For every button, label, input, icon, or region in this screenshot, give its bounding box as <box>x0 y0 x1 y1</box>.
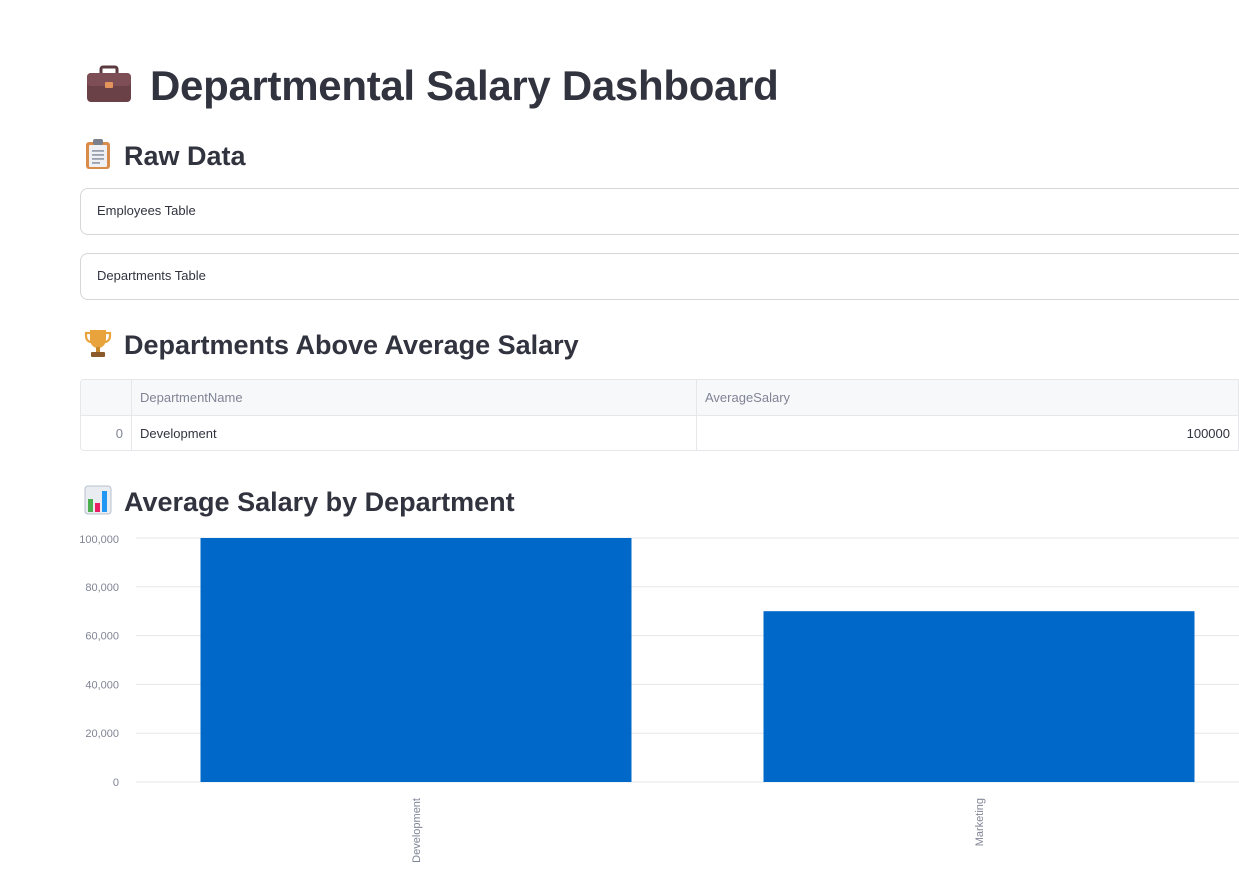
y-tick-label: 20,000 <box>85 728 119 740</box>
expander-label: Departments Table <box>97 268 206 283</box>
table-header-row: DepartmentName AverageSalary <box>81 380 1239 416</box>
column-header-averagesalary[interactable]: AverageSalary <box>697 380 1239 415</box>
bar-marketing <box>763 611 1195 782</box>
raw-data-heading: Raw Data <box>124 140 246 171</box>
briefcase-icon <box>86 64 132 109</box>
employees-table-expander[interactable]: Employees Table <box>80 188 1239 235</box>
chart-heading-row: Average Salary by Department <box>84 484 515 520</box>
above-average-heading: Departments Above Average Salary <box>124 329 579 360</box>
y-tick-label: 0 <box>113 777 119 789</box>
page-title: Departmental Salary Dashboard <box>150 62 779 109</box>
average-salary-cell[interactable]: 100000 <box>697 416 1239 450</box>
above-average-heading-row: Departments Above Average Salary <box>84 327 579 363</box>
row-index-cell: 0 <box>81 416 132 450</box>
clipboard-icon <box>84 138 112 175</box>
table-row: 0 Development 100000 <box>81 416 1239 450</box>
above-average-table[interactable]: DepartmentName AverageSalary 0 Developme… <box>80 379 1239 451</box>
trophy-icon <box>84 327 112 364</box>
y-tick-label: 80,000 <box>85 582 119 594</box>
y-tick-label: 40,000 <box>85 679 119 691</box>
column-header-departmentname[interactable]: DepartmentName <box>132 380 697 415</box>
bar-chart-svg: 0 20,000 40,000 60,000 80,000 100,000 Developm… <box>79 534 1239 863</box>
page-title-row: Departmental Salary Dashboard <box>86 58 779 114</box>
bar-chart-icon <box>84 485 112 520</box>
departments-table-expander[interactable]: Departments Table <box>80 253 1239 300</box>
index-header-cell <box>81 380 132 415</box>
average-salary-chart: 0 20,000 40,000 60,000 80,000 100,000 Developm… <box>0 530 1239 869</box>
raw-data-heading-row: Raw Data <box>84 138 246 174</box>
department-name-cell[interactable]: Development <box>132 416 697 450</box>
bar-development <box>200 538 632 782</box>
x-tick-label: Marketing <box>974 798 986 846</box>
x-tick-label: Development <box>411 798 423 863</box>
y-tick-label: 100,000 <box>79 534 119 546</box>
expander-label: Employees Table <box>97 203 196 218</box>
chart-heading: Average Salary by Department <box>124 486 515 517</box>
y-tick-label: 60,000 <box>85 631 119 643</box>
